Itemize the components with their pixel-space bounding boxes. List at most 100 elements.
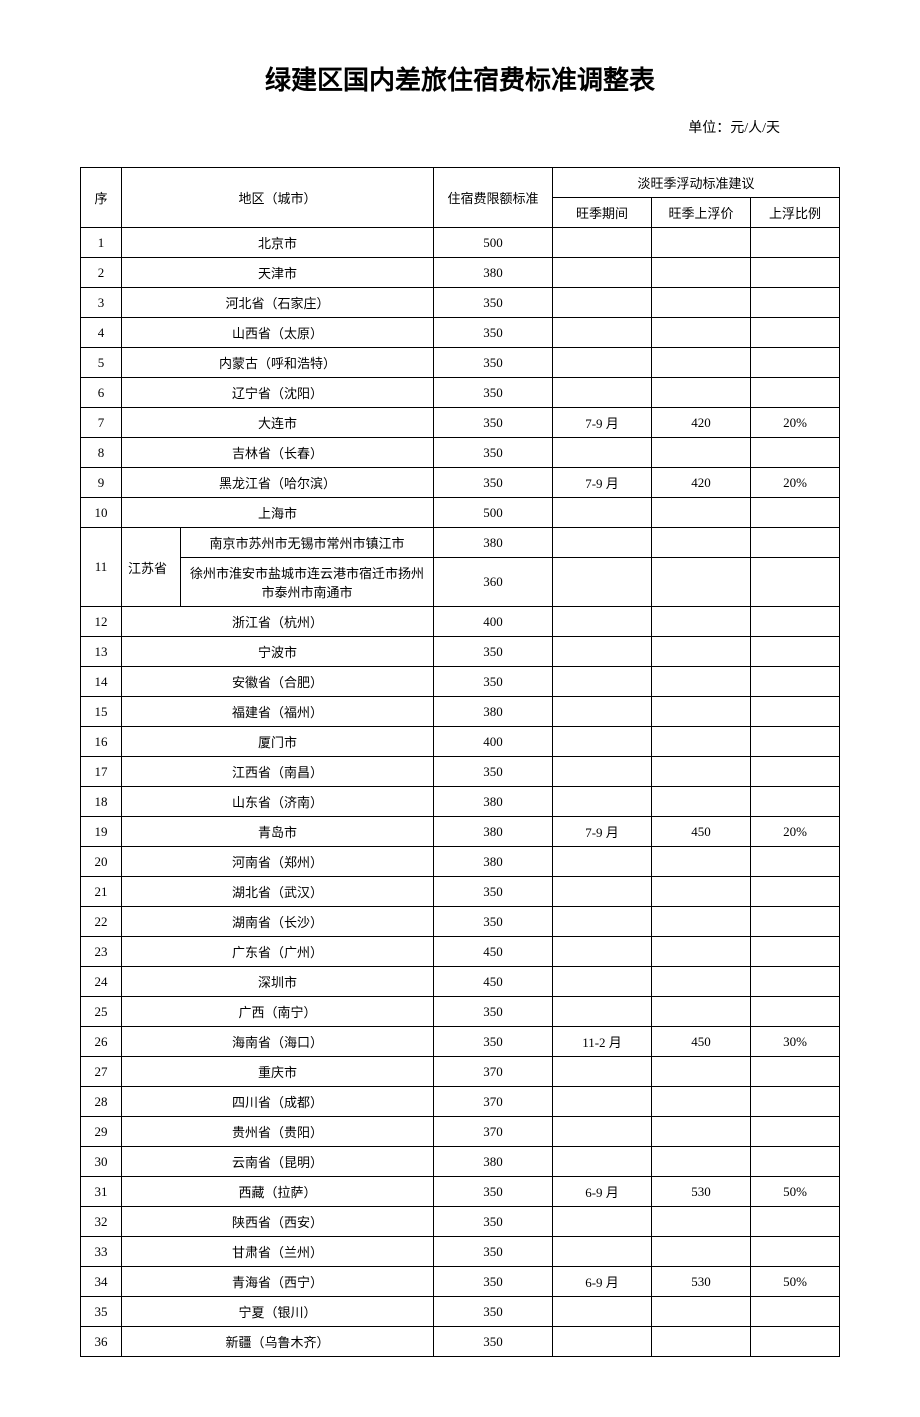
table-row: 28四川省（成都）370 xyxy=(81,1087,840,1117)
cell-standard: 500 xyxy=(434,498,553,528)
cell-period xyxy=(553,697,652,727)
cell-standard: 350 xyxy=(434,1207,553,1237)
cell-region: 海南省（海口） xyxy=(122,1027,434,1057)
cell-uplift xyxy=(652,528,751,558)
cell-region: 深圳市 xyxy=(122,967,434,997)
cell-period: 7-9 月 xyxy=(553,468,652,498)
cell-seq: 21 xyxy=(81,877,122,907)
col-standard: 住宿费限额标准 xyxy=(434,168,553,228)
cell-standard: 380 xyxy=(434,787,553,817)
table-row: 7大连市3507-9 月42020% xyxy=(81,408,840,438)
cell-standard: 350 xyxy=(434,288,553,318)
cell-seq: 22 xyxy=(81,907,122,937)
cell-region: 北京市 xyxy=(122,228,434,258)
cell-uplift xyxy=(652,607,751,637)
table-row: 18山东省（济南）380 xyxy=(81,787,840,817)
cell-period xyxy=(553,438,652,468)
cell-region: 四川省（成都） xyxy=(122,1087,434,1117)
cell-uplift xyxy=(652,877,751,907)
cell-region: 吉林省（长春） xyxy=(122,438,434,468)
table-row: 22湖南省（长沙）350 xyxy=(81,907,840,937)
table-row: 34青海省（西宁）3506-9 月53050% xyxy=(81,1267,840,1297)
cell-standard: 350 xyxy=(434,1177,553,1207)
cell-uplift: 420 xyxy=(652,408,751,438)
cell-uplift xyxy=(652,637,751,667)
cell-period xyxy=(553,1327,652,1357)
col-uplift-ratio: 上浮比例 xyxy=(751,198,840,228)
table-row: 36新疆（乌鲁木齐）350 xyxy=(81,1327,840,1357)
page-title: 绿建区国内差旅住宿费标准调整表 xyxy=(80,60,840,97)
cell-ratio: 20% xyxy=(751,468,840,498)
cell-ratio xyxy=(751,348,840,378)
col-float-header: 淡旺季浮动标准建议 xyxy=(553,168,840,198)
cell-ratio: 50% xyxy=(751,1267,840,1297)
cell-standard: 350 xyxy=(434,438,553,468)
cell-standard: 350 xyxy=(434,757,553,787)
cell-seq: 6 xyxy=(81,378,122,408)
cell-region: 黑龙江省（哈尔滨） xyxy=(122,468,434,498)
cell-uplift xyxy=(652,907,751,937)
cell-standard: 400 xyxy=(434,727,553,757)
cell-standard: 350 xyxy=(434,348,553,378)
cell-ratio xyxy=(751,528,840,558)
cell-ratio xyxy=(751,787,840,817)
cell-standard: 500 xyxy=(434,228,553,258)
cell-uplift xyxy=(652,1207,751,1237)
table-row: 17江西省（南昌）350 xyxy=(81,757,840,787)
cell-ratio xyxy=(751,607,840,637)
cell-seq: 19 xyxy=(81,817,122,847)
cell-uplift xyxy=(652,498,751,528)
cell-period xyxy=(553,757,652,787)
cell-uplift xyxy=(652,1147,751,1177)
cell-region: 厦门市 xyxy=(122,727,434,757)
table-row: 6辽宁省（沈阳）350 xyxy=(81,378,840,408)
cell-standard: 360 xyxy=(434,558,553,607)
cell-standard: 370 xyxy=(434,1087,553,1117)
table-row: 27重庆市370 xyxy=(81,1057,840,1087)
cell-uplift xyxy=(652,438,751,468)
table-body: 1北京市5002天津市3803河北省（石家庄）3504山西省（太原）3505内蒙… xyxy=(81,228,840,1357)
col-seq: 序 xyxy=(81,168,122,228)
table-row: 9黑龙江省（哈尔滨）3507-9 月42020% xyxy=(81,468,840,498)
cell-seq: 13 xyxy=(81,637,122,667)
cell-standard: 350 xyxy=(434,1327,553,1357)
col-peak-uplift: 旺季上浮价 xyxy=(652,198,751,228)
cell-period xyxy=(553,1117,652,1147)
cell-ratio xyxy=(751,228,840,258)
cell-standard: 350 xyxy=(434,997,553,1027)
cell-period xyxy=(553,228,652,258)
cell-period xyxy=(553,498,652,528)
cell-ratio xyxy=(751,1237,840,1267)
cell-ratio: 20% xyxy=(751,817,840,847)
cell-seq: 33 xyxy=(81,1237,122,1267)
cell-ratio: 30% xyxy=(751,1027,840,1057)
cell-period xyxy=(553,1207,652,1237)
cell-uplift xyxy=(652,228,751,258)
cell-seq: 34 xyxy=(81,1267,122,1297)
cell-ratio xyxy=(751,757,840,787)
cell-ratio xyxy=(751,1147,840,1177)
cell-ratio xyxy=(751,1297,840,1327)
table-row: 33甘肃省（兰州）350 xyxy=(81,1237,840,1267)
cell-ratio xyxy=(751,1057,840,1087)
table-row: 25广西（南宁）350 xyxy=(81,997,840,1027)
cell-ratio xyxy=(751,498,840,528)
cell-uplift xyxy=(652,348,751,378)
cell-standard: 450 xyxy=(434,937,553,967)
cell-ratio xyxy=(751,937,840,967)
cell-standard: 400 xyxy=(434,607,553,637)
cell-region: 云南省（昆明） xyxy=(122,1147,434,1177)
cell-ratio xyxy=(751,877,840,907)
cell-standard: 380 xyxy=(434,697,553,727)
cell-standard: 350 xyxy=(434,637,553,667)
cell-standard: 380 xyxy=(434,258,553,288)
cell-region: 辽宁省（沈阳） xyxy=(122,378,434,408)
table-row: 10上海市500 xyxy=(81,498,840,528)
cell-uplift xyxy=(652,997,751,1027)
cell-period xyxy=(553,967,652,997)
cell-standard: 380 xyxy=(434,847,553,877)
cell-seq: 5 xyxy=(81,348,122,378)
table-row: 16厦门市400 xyxy=(81,727,840,757)
cell-seq: 31 xyxy=(81,1177,122,1207)
cell-region: 安徽省（合肥） xyxy=(122,667,434,697)
